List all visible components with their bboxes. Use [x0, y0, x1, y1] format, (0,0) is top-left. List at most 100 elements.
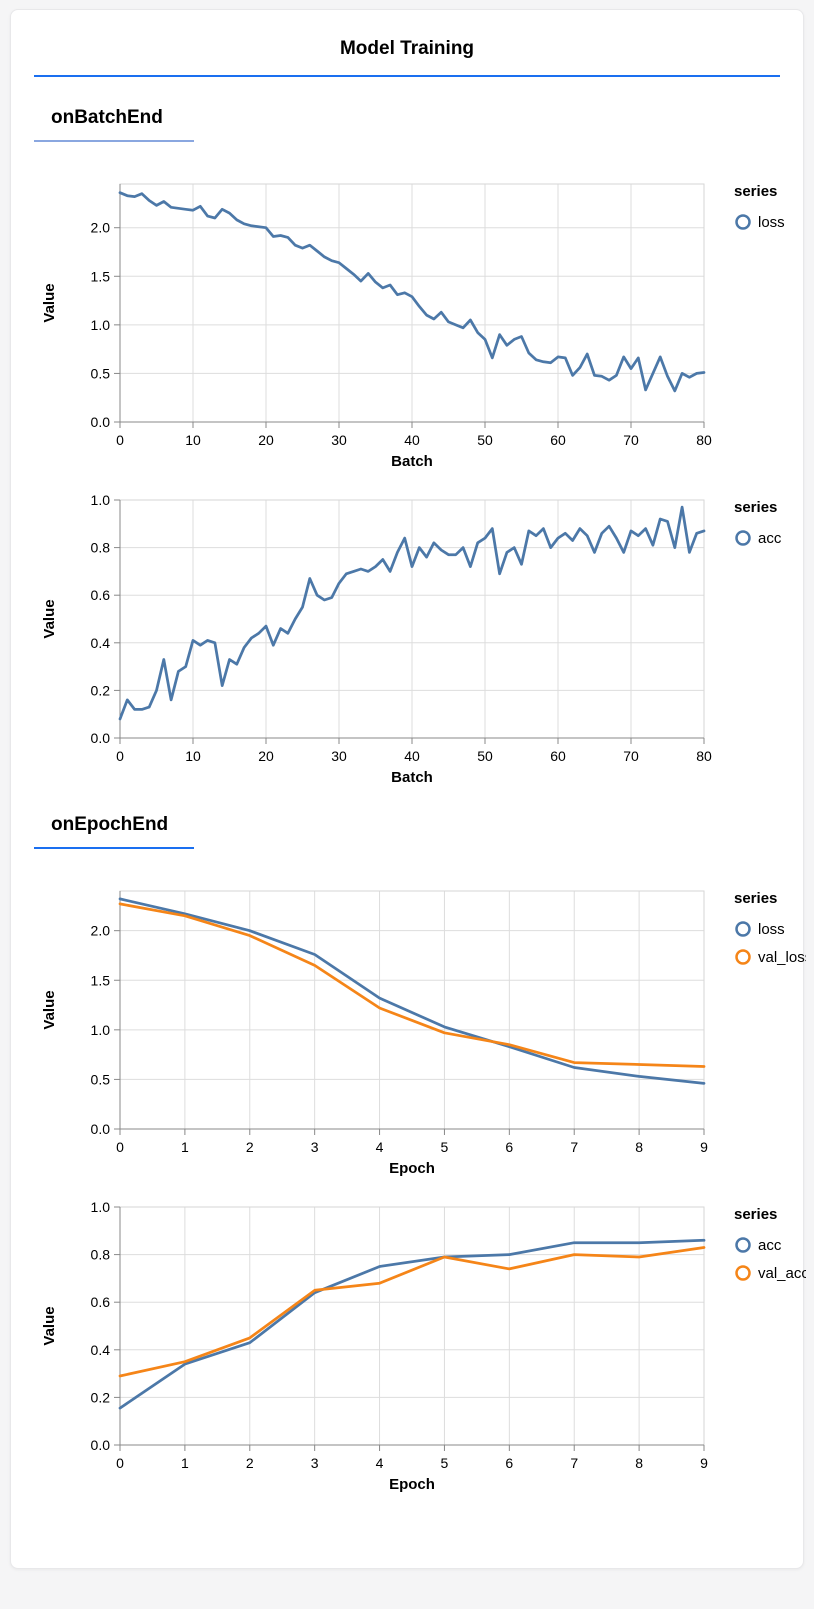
- chart-epoch-acc: 0 1 2 3 4 5 6 7 8 9 0.0 0.2 0.4 0.6 0.8 1.0 Epoch Value se…: [36, 1195, 806, 1493]
- gridlines: [119, 891, 705, 1130]
- chart-canvas: 0 1 2 3 4 5 6 7 8 9 0.0 0.2 0.4 0.6 0.8 1.0 Epoch Value se…: [41, 1199, 806, 1493]
- y-tick-label: 0.5: [91, 365, 111, 381]
- x-tick-label: 0: [116, 1139, 124, 1155]
- y-axis-title: Value: [41, 1306, 58, 1345]
- legend-label: acc: [758, 530, 782, 547]
- chart-canvas: 0 10 20 30 40 50 60 70 80 0.0 0.5 1.0 1.5 2.0 Batch Val…: [41, 183, 785, 470]
- x-tick-label: 20: [258, 432, 274, 448]
- x-tick-label: 60: [550, 432, 566, 448]
- x-tick-label: 0: [116, 1455, 124, 1471]
- series-line-loss: [118, 897, 706, 1085]
- x-tick-label: 40: [404, 432, 420, 448]
- x-axis-title: Batch: [391, 769, 433, 786]
- legend-label: loss: [758, 214, 785, 231]
- legend-title: series: [734, 183, 777, 200]
- x-tick-label: 30: [331, 432, 347, 448]
- legend-symbol-acc: [735, 1237, 751, 1253]
- legend-title: series: [734, 499, 777, 516]
- y-tick-label: 0.2: [91, 682, 111, 698]
- y-tick-label: 1.0: [91, 1199, 111, 1215]
- y-tick-label: 0.4: [91, 1342, 111, 1358]
- x-tick-label: 7: [570, 1139, 578, 1155]
- x-axis-title: Epoch: [389, 1160, 435, 1177]
- legend-item-val_acc: val_acc: [735, 1265, 806, 1282]
- x-tick-label: 20: [258, 748, 274, 764]
- legend-label: val_loss: [758, 949, 806, 966]
- x-tick-label: 1: [181, 1455, 189, 1471]
- legend-title: series: [734, 890, 777, 907]
- x-tick-label: 80: [696, 748, 712, 764]
- legend: series acc: [734, 499, 782, 547]
- x-tick-label: 6: [505, 1455, 513, 1471]
- chart-epoch-loss: 0 1 2 3 4 5 6 7 8 9 0.0 0.5 1.0 1.5 2.0 Epoch Value serie…: [36, 879, 806, 1177]
- legend-symbol-loss: [735, 214, 751, 230]
- y-axis-title: Value: [41, 599, 58, 638]
- y-tick-label: 2.0: [91, 220, 111, 236]
- y-tick-label: 1.0: [91, 317, 111, 333]
- x-axis-title: Batch: [391, 453, 433, 470]
- x-tick-label: 8: [635, 1455, 643, 1471]
- series-line-val_loss: [118, 902, 706, 1068]
- x-tick-label: 5: [441, 1455, 449, 1471]
- x-tick-label: 4: [376, 1455, 384, 1471]
- axes: 0 1 2 3 4 5 6 7 8 9 0.0 0.2 0.4 0.6 0.8 1.0: [91, 1199, 709, 1471]
- legend-item-acc: acc: [735, 530, 782, 547]
- legend: series loss: [734, 183, 785, 231]
- y-tick-label: 0.0: [91, 1437, 111, 1453]
- x-tick-label: 9: [700, 1139, 708, 1155]
- title-rule: [34, 75, 780, 77]
- legend-symbol-val_loss: [735, 949, 751, 965]
- x-tick-label: 30: [331, 748, 347, 764]
- model-training-card: Model Training onBatchEnd 0 10 20 30 40 50 60 7…: [10, 9, 806, 1569]
- section-rule-onbatchend: [34, 140, 194, 142]
- y-tick-label: 1.5: [91, 972, 111, 988]
- axes: 0 10 20 30 40 50 60 70 80 0.0 0.2 0.4 0.6 0.8 1.0: [91, 492, 712, 764]
- series-line-acc: [118, 1238, 706, 1410]
- x-tick-label: 0: [116, 432, 124, 448]
- y-tick-label: 0.6: [91, 1294, 111, 1310]
- x-tick-label: 8: [635, 1139, 643, 1155]
- y-tick-label: 0.4: [91, 635, 111, 651]
- x-tick-label: 5: [441, 1139, 449, 1155]
- y-tick-label: 1.0: [91, 1022, 111, 1038]
- x-tick-label: 70: [623, 748, 639, 764]
- legend-label: val_acc: [758, 1265, 806, 1282]
- legend-item-loss: loss: [735, 214, 785, 231]
- axes: 0 1 2 3 4 5 6 7 8 9 0.0 0.5 1.0 1.5 2.0: [91, 891, 708, 1155]
- y-tick-label: 0.6: [91, 587, 111, 603]
- legend-item-acc: acc: [735, 1237, 782, 1254]
- x-tick-label: 3: [311, 1455, 319, 1471]
- x-tick-label: 50: [477, 432, 493, 448]
- legend-label: acc: [758, 1237, 782, 1254]
- section-onepochend: onEpochEnd 0 1 2 3 4 5 6 7 8 9 0.0 0.5 1.0 1.5 2.0 Epoc…: [24, 814, 806, 1493]
- chart-canvas: 0 1 2 3 4 5 6 7 8 9 0.0 0.5 1.0 1.5 2.0 Epoch Value serie…: [41, 890, 806, 1177]
- x-tick-label: 80: [696, 432, 712, 448]
- chart-canvas: 0 10 20 30 40 50 60 70 80 0.0 0.2 0.4 0.6 0.8 1.0 Batch…: [41, 492, 782, 786]
- x-tick-label: 10: [185, 432, 201, 448]
- legend-symbol-loss: [735, 921, 751, 937]
- y-tick-label: 0.0: [91, 730, 111, 746]
- series-line-loss: [118, 191, 706, 393]
- x-tick-label: 6: [505, 1139, 513, 1155]
- x-tick-label: 2: [246, 1455, 254, 1471]
- x-tick-label: 7: [570, 1455, 578, 1471]
- y-tick-label: 1.5: [91, 268, 111, 284]
- legend-item-loss: loss: [735, 921, 785, 938]
- legend: series acc val_acc: [734, 1206, 806, 1282]
- x-tick-label: 4: [376, 1139, 384, 1155]
- x-tick-label: 70: [623, 432, 639, 448]
- x-tick-label: 10: [185, 748, 201, 764]
- section-title-onbatchend: onBatchEnd: [51, 107, 163, 128]
- y-tick-label: 0.8: [91, 540, 111, 556]
- section-onbatchend: onBatchEnd 0 10 20 30 40 50 60 70 80 0.0 0.5 1.0 1.5…: [24, 107, 790, 786]
- legend-item-val_loss: val_loss: [735, 949, 806, 966]
- x-tick-label: 40: [404, 748, 420, 764]
- series-line-acc: [118, 505, 706, 721]
- x-tick-label: 0: [116, 748, 124, 764]
- x-tick-label: 2: [246, 1139, 254, 1155]
- legend-symbol-val_acc: [735, 1265, 751, 1281]
- x-tick-label: 3: [311, 1139, 319, 1155]
- x-tick-label: 60: [550, 748, 566, 764]
- x-tick-label: 50: [477, 748, 493, 764]
- y-tick-label: 0.8: [91, 1247, 111, 1263]
